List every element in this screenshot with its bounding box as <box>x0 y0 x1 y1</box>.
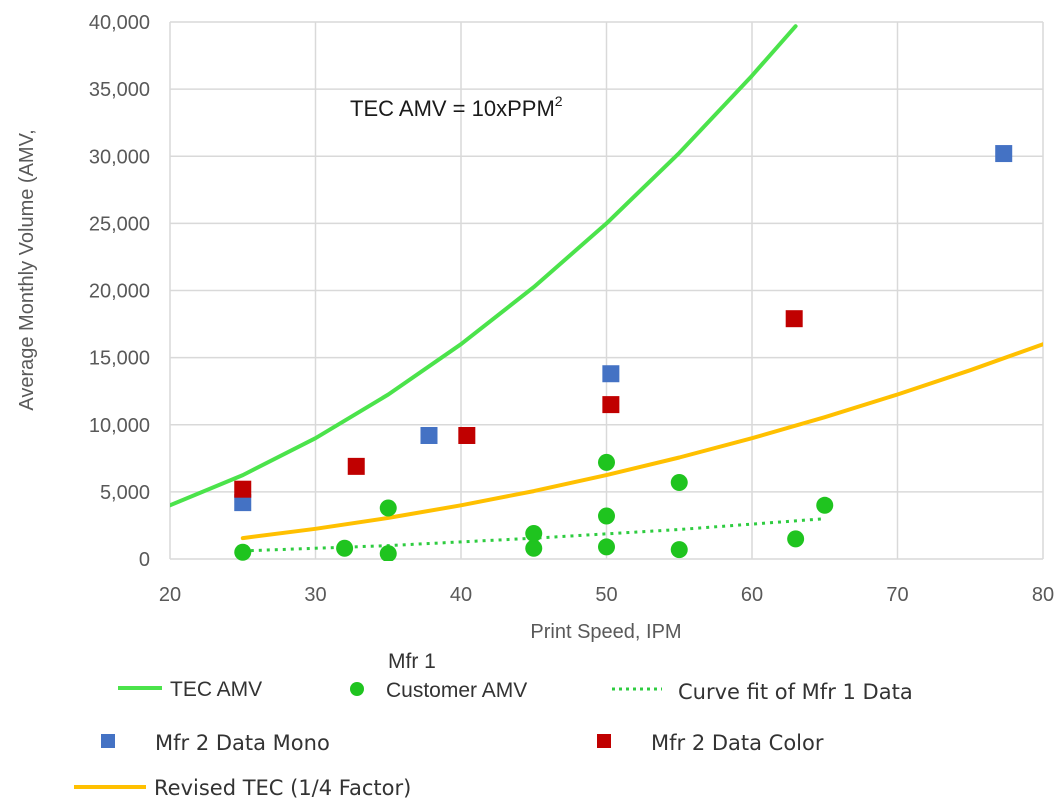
data-point-mfr-2-data-color <box>785 310 803 328</box>
data-point-mfr-2-data-color <box>602 396 620 414</box>
legend-label-tec-amv: TEC AMV <box>170 678 262 701</box>
x-tick-label: 30 <box>304 584 326 606</box>
data-point-customer-amv <box>336 539 354 557</box>
data-point-customer-amv <box>670 541 688 559</box>
data-point-customer-amv <box>379 545 397 561</box>
legend-group-label-mfr1: Mfr 1 <box>388 650 436 673</box>
legend-label-curve-fit: Curve fit of Mfr 1 Data <box>678 680 913 704</box>
data-point-mfr-2-data-color <box>458 426 476 444</box>
data-point-mfr-2-data-mono <box>602 365 620 383</box>
y-tick-label: 20,000 <box>89 281 150 303</box>
x-tick-label: 70 <box>886 584 908 606</box>
y-tick-label: 10,000 <box>89 415 150 437</box>
annotation-text: TEC AMV = 10xPPM <box>350 96 555 121</box>
data-point-mfr-2-data-mono <box>234 494 252 512</box>
y-tick-label: 30,000 <box>89 146 150 168</box>
data-point-mfr-2-data-mono <box>995 145 1013 163</box>
y-tick-label: 5,000 <box>100 482 150 504</box>
data-point-customer-amv <box>525 539 543 557</box>
data-point-customer-amv <box>525 524 543 542</box>
y-axis-title: Average Monthly Volume (AMV, <box>16 129 38 410</box>
y-tick-label: 40,000 <box>89 12 150 34</box>
data-point-customer-amv <box>234 543 252 561</box>
legend-label-revised-tec: Revised TEC (1/4 Factor) <box>154 776 411 800</box>
data-point-customer-amv <box>598 507 615 525</box>
y-tick-label: 35,000 <box>89 79 150 101</box>
data-point-mfr-2-data-color <box>234 480 252 498</box>
y-tick-label: 25,000 <box>89 213 150 235</box>
legend-label-mfr2-mono: Mfr 2 Data Mono <box>155 731 330 755</box>
data-point-customer-amv <box>816 496 834 514</box>
data-point-customer-amv <box>670 473 688 491</box>
series-line-revised-tec-1-4-factor <box>240 342 1043 541</box>
x-tick-label: 50 <box>595 584 617 606</box>
legend-swatch-customer-amv <box>350 682 364 696</box>
data-point-customer-amv <box>598 538 615 556</box>
x-tick-label: 80 <box>1032 584 1054 606</box>
grid <box>169 21 1044 560</box>
legend-swatch-mfr2-mono <box>101 734 115 748</box>
y-axis-ticks: 0 5,000 10,000 15,000 20,000 25,000 30,000 35,0… <box>89 12 150 571</box>
data-point-mfr-2-data-color <box>347 457 365 475</box>
legend-label-mfr2-color: Mfr 2 Data Color <box>651 731 824 755</box>
data-point-mfr-2-data-mono <box>420 426 438 444</box>
series-line-tec-amv <box>170 24 798 508</box>
legend-label-customer-amv: Customer AMV <box>386 679 527 702</box>
data-point-customer-amv <box>379 499 397 517</box>
y-tick-label: 0 <box>139 549 150 571</box>
x-tick-label: 40 <box>450 584 472 606</box>
data-point-customer-amv <box>598 453 615 471</box>
chart-annotation: TEC AMV = 10xPPM2 <box>350 93 563 121</box>
plot-area <box>170 24 1043 561</box>
x-tick-label: 60 <box>741 584 763 606</box>
y-tick-label: 15,000 <box>89 348 150 370</box>
x-tick-label: 20 <box>159 584 181 606</box>
legend-swatch-mfr2-color <box>597 734 611 748</box>
annotation-superscript: 2 <box>555 93 563 109</box>
x-axis-ticks: 20 30 40 50 60 70 80 <box>159 584 1054 606</box>
legend: TEC AMV Mfr 1 Customer AMV Curve fit of … <box>74 650 913 800</box>
x-axis-title: Print Speed, IPM <box>530 621 681 643</box>
data-point-customer-amv <box>787 530 805 548</box>
